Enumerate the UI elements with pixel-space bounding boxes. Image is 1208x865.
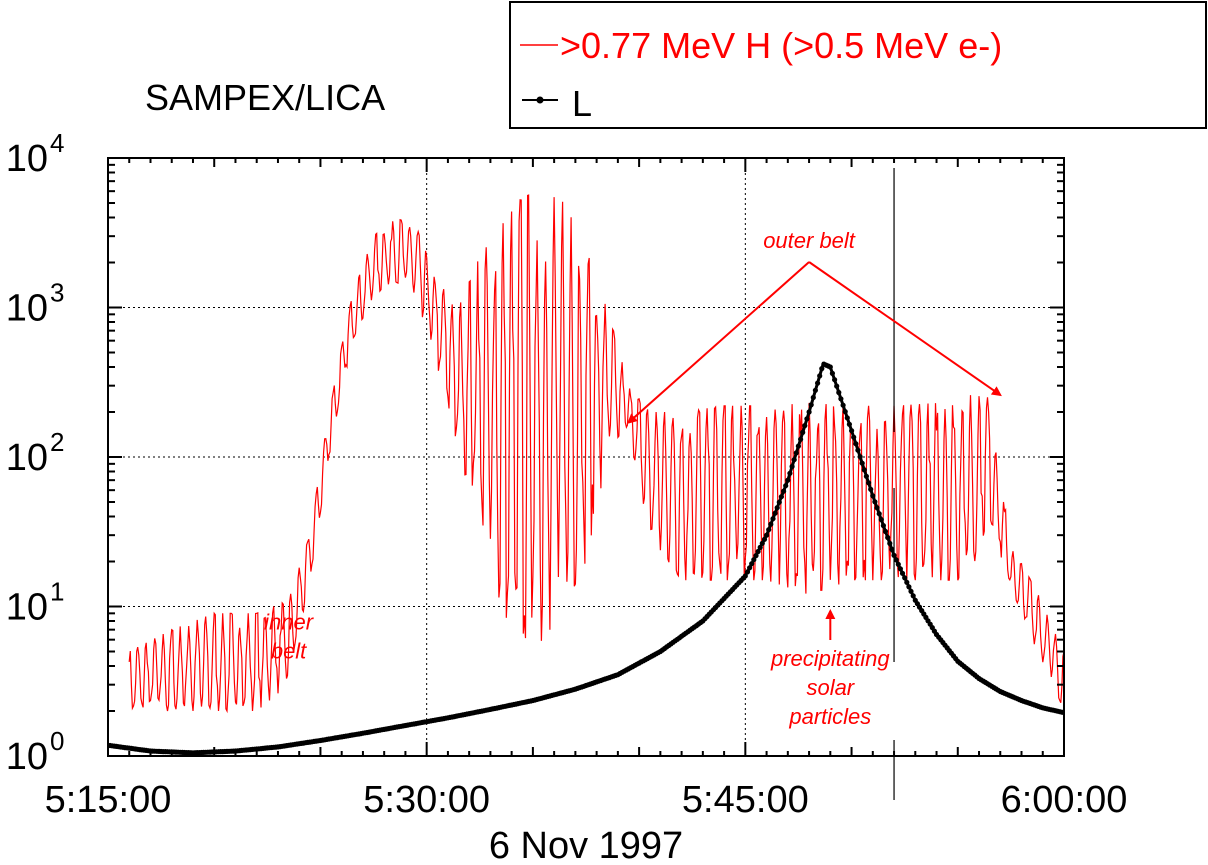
l-shell-point — [798, 437, 803, 442]
l-shell-point — [838, 396, 843, 401]
l-shell-point — [858, 454, 863, 459]
l-shell-point — [783, 483, 788, 488]
l-shell-point — [764, 533, 769, 538]
l-shell-point — [813, 388, 818, 393]
l-shell-point — [809, 402, 814, 407]
l-shell-point — [794, 450, 799, 455]
l-shell-point — [817, 373, 822, 378]
l-shell-point — [800, 430, 805, 435]
l-shell-point — [877, 511, 882, 516]
l-shell-point — [902, 575, 907, 580]
l-shell-point — [862, 467, 867, 472]
legend: >0.77 MeV H (>0.5 MeV e-) L — [510, 2, 1206, 128]
l-shell-point — [781, 489, 786, 494]
l-shell-point — [790, 464, 795, 469]
x-tick-label: 6:00:00 — [1001, 779, 1128, 821]
l-shell-point — [868, 487, 873, 492]
x-tick-labels: 5:15:00 5:30:00 5:45:00 6:00:00 — [45, 779, 1128, 821]
l-shell-point — [775, 505, 780, 510]
l-shell-point — [811, 395, 816, 400]
y-tick-label-exponent: 3 — [50, 278, 64, 308]
l-shell-point — [849, 428, 854, 433]
l-shell-point — [834, 384, 839, 389]
y-tick-label-base: 10 — [6, 288, 48, 330]
l-shell-point — [770, 516, 775, 521]
l-shell-point — [881, 523, 886, 528]
x-axis-label: 6 Nov 1997 — [489, 825, 683, 865]
l-shell-point — [832, 377, 837, 382]
l-shell-point — [792, 457, 797, 462]
l-shell-point — [874, 505, 879, 510]
l-shell-point — [796, 444, 801, 449]
l-shell-point — [845, 415, 850, 420]
l-shell-point — [885, 535, 890, 540]
annotation-text: particles — [788, 704, 871, 729]
l-shell-point — [828, 364, 833, 369]
l-shell-point — [866, 480, 871, 485]
l-shell-point — [843, 409, 848, 414]
l-shell-point — [830, 371, 835, 376]
l-shell-point — [779, 494, 784, 499]
l-shell-point — [887, 541, 892, 546]
annotation-text: solar — [806, 675, 855, 700]
x-tick-label: 5:45:00 — [682, 779, 809, 821]
l-shell-point — [785, 478, 790, 483]
l-shell-point — [841, 403, 846, 408]
l-shell-point — [819, 366, 824, 371]
l-shell-point — [777, 500, 782, 505]
chart-title: SAMPEX/LICA — [145, 77, 385, 118]
annotation-arrow — [809, 262, 1000, 395]
l-shell-point — [896, 562, 901, 567]
l-shell-point — [851, 435, 856, 440]
x-tick-label: 5:30:00 — [363, 779, 490, 821]
y-tick-label-exponent: 1 — [50, 577, 64, 607]
l-shell-point — [860, 461, 865, 466]
l-shell-point — [906, 584, 911, 589]
l-shell-point — [911, 593, 916, 598]
annotation-text: inner — [264, 610, 315, 635]
l-shell-point — [807, 409, 812, 414]
l-shell-point — [883, 529, 888, 534]
l-shell-point — [904, 580, 909, 585]
l-shell-point — [802, 423, 807, 428]
l-shell-point — [804, 416, 809, 421]
l-shell-point — [787, 471, 792, 476]
l-shell-point — [815, 381, 820, 386]
legend-marker-black — [537, 97, 544, 104]
l-shell-point — [768, 522, 773, 527]
annotations: inner belt outer belt precipitating solar par… — [264, 228, 1000, 729]
y-tick-label-base: 10 — [6, 736, 48, 778]
annotation-arrow — [628, 262, 809, 423]
l-shell-point — [773, 511, 778, 516]
l-shell-point — [872, 499, 877, 504]
l-shell-point — [879, 517, 884, 522]
l-shell-point — [864, 474, 869, 479]
l-shell-point — [766, 527, 771, 532]
l-shell-point — [898, 566, 903, 571]
y-tick-label-exponent: 4 — [50, 128, 64, 158]
annotation-text: precipitating — [770, 646, 890, 671]
y-tick-label-exponent: 0 — [50, 726, 64, 756]
legend-label-l: L — [572, 83, 592, 124]
l-shell-point — [836, 390, 841, 395]
y-tick-label-base: 10 — [6, 587, 48, 629]
l-shell-point — [855, 448, 860, 453]
annotation-text: belt — [271, 639, 307, 664]
l-shell-point — [908, 589, 913, 594]
y-tick-label-exponent: 2 — [50, 427, 64, 457]
annotation-text: outer belt — [763, 228, 856, 253]
y-tick-label-base: 10 — [6, 437, 48, 479]
l-shell-point — [847, 422, 852, 427]
l-shell-point — [870, 493, 875, 498]
legend-label-flux: >0.77 MeV H (>0.5 MeV e-) — [560, 25, 1002, 66]
y-tick-label-base: 10 — [6, 138, 48, 180]
x-tick-label: 5:15:00 — [45, 779, 172, 821]
l-shell-point — [900, 571, 905, 576]
l-shell-point — [853, 441, 858, 446]
